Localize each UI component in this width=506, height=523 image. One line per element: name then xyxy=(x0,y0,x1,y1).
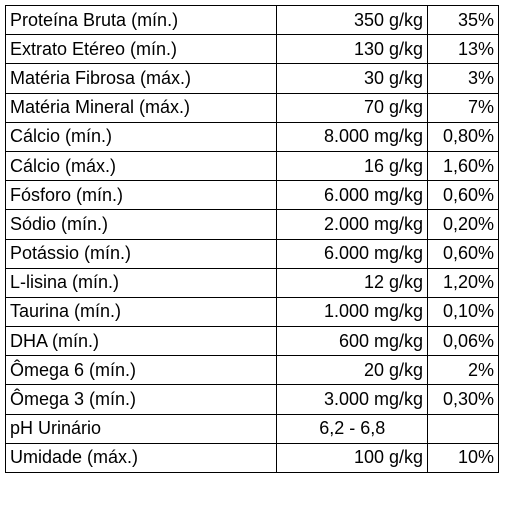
percentage: 13% xyxy=(427,34,499,65)
nutrient-name: Matéria Mineral (máx.) xyxy=(4,92,278,123)
amount: 16 g/kg xyxy=(276,150,429,182)
percentage: 7% xyxy=(427,92,499,123)
table-row: Potássio (mín.) 6.000 mg/kg 0,60% xyxy=(4,238,499,269)
amount: 600 mg/kg xyxy=(276,326,429,357)
percentage: 35% xyxy=(427,4,499,36)
amount: 1.000 mg/kg xyxy=(276,296,429,328)
amount: 3.000 mg/kg xyxy=(276,384,429,415)
amount: 6.000 mg/kg xyxy=(276,238,429,269)
amount: 70 g/kg xyxy=(276,92,429,123)
amount: 2.000 mg/kg xyxy=(276,209,429,240)
percentage: 0,30% xyxy=(427,384,499,415)
percentage: 0,10% xyxy=(427,296,499,328)
amount: 30 g/kg xyxy=(276,63,429,94)
table-row: Matéria Fibrosa (máx.) 30 g/kg 3% xyxy=(4,63,499,94)
empty-cell xyxy=(427,413,499,444)
percentage: 0,20% xyxy=(427,209,499,240)
nutrient-name: Sódio (mín.) xyxy=(4,209,278,240)
nutrient-name: Umidade (máx.) xyxy=(4,442,278,474)
table-row: Ômega 3 (mín.) 3.000 mg/kg 0,30% xyxy=(4,384,499,415)
percentage: 0,60% xyxy=(427,180,499,211)
percentage: 1,60% xyxy=(427,150,499,182)
nutrient-name: Ômega 3 (mín.) xyxy=(4,384,278,415)
nutrient-name: Matéria Fibrosa (máx.) xyxy=(4,63,278,94)
table-row: Proteína Bruta (mín.) 350 g/kg 35% xyxy=(4,4,499,36)
table-row: Umidade (máx.) 100 g/kg 10% xyxy=(4,442,499,474)
table-row: DHA (mín.) 600 mg/kg 0,06% xyxy=(4,326,499,357)
percentage: 3% xyxy=(427,63,499,94)
amount: 20 g/kg xyxy=(276,355,429,386)
percentage: 0,80% xyxy=(427,121,499,152)
table-row: pH Urinário 6,2 - 6,8 xyxy=(4,413,499,444)
amount: 6,2 - 6,8 xyxy=(276,413,429,444)
table-row: Matéria Mineral (máx.) 70 g/kg 7% xyxy=(4,92,499,123)
nutrient-name: Taurina (mín.) xyxy=(4,296,278,328)
nutrient-name: Potássio (mín.) xyxy=(4,238,278,269)
nutrient-name: L-lisina (mín.) xyxy=(4,267,278,298)
amount: 8.000 mg/kg xyxy=(276,121,429,152)
table-row: L-lisina (mín.) 12 g/kg 1,20% xyxy=(4,267,499,298)
amount: 350 g/kg xyxy=(276,4,429,36)
table-row: Extrato Etéreo (mín.) 130 g/kg 13% xyxy=(4,34,499,65)
amount: 130 g/kg xyxy=(276,34,429,65)
table-row: Taurina (mín.) 1.000 mg/kg 0,10% xyxy=(4,296,499,328)
table-row: Fósforo (mín.) 6.000 mg/kg 0,60% xyxy=(4,180,499,211)
table-row: Sódio (mín.) 2.000 mg/kg 0,20% xyxy=(4,209,499,240)
nutrient-name: Cálcio (máx.) xyxy=(4,150,278,182)
percentage: 0,06% xyxy=(427,326,499,357)
nutrient-name: pH Urinário xyxy=(4,413,278,444)
percentage: 0,60% xyxy=(427,238,499,269)
nutrient-name: Proteína Bruta (mín.) xyxy=(4,4,278,36)
amount: 100 g/kg xyxy=(276,442,429,474)
nutrient-name: DHA (mín.) xyxy=(4,326,278,357)
amount: 6.000 mg/kg xyxy=(276,180,429,211)
nutrient-name: Extrato Etéreo (mín.) xyxy=(4,34,278,65)
table-row: Ômega 6 (mín.) 20 g/kg 2% xyxy=(4,355,499,386)
nutrition-table: Proteína Bruta (mín.) 350 g/kg 35% Extrato … xyxy=(4,4,499,474)
nutrient-name: Ômega 6 (mín.) xyxy=(4,355,278,386)
percentage: 10% xyxy=(427,442,499,474)
percentage: 1,20% xyxy=(427,267,499,298)
amount: 12 g/kg xyxy=(276,267,429,298)
percentage: 2% xyxy=(427,355,499,386)
nutrient-name: Cálcio (mín.) xyxy=(4,121,278,152)
nutrient-name: Fósforo (mín.) xyxy=(4,180,278,211)
table-row: Cálcio (máx.) 16 g/kg 1,60% xyxy=(4,150,499,182)
table-row: Cálcio (mín.) 8.000 mg/kg 0,80% xyxy=(4,121,499,152)
